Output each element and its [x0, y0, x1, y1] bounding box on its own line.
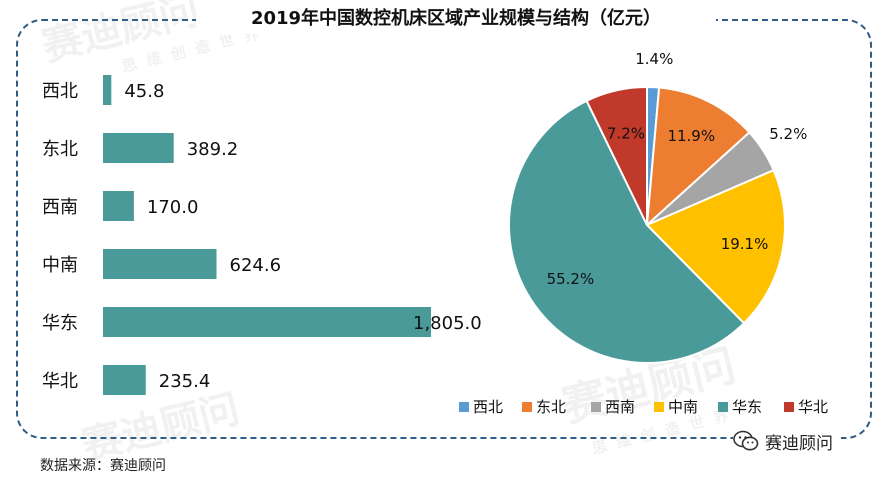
bar-category-label: 西北 — [42, 81, 78, 102]
wechat-watermark: 赛迪顾问 — [733, 427, 841, 455]
pie-percent-label: 1.4% — [635, 50, 673, 68]
data-source: 数据来源：赛迪顾问 — [40, 458, 166, 474]
bar — [103, 133, 174, 163]
bar — [103, 249, 217, 279]
legend-label: 华北 — [798, 398, 828, 416]
bar — [103, 365, 146, 395]
legend-swatch — [522, 402, 532, 412]
bar-category-label: 西南 — [42, 197, 78, 218]
legend-label: 西南 — [605, 398, 635, 416]
pie-slice — [645, 168, 786, 325]
bar — [103, 75, 112, 105]
legend-swatch — [654, 402, 664, 412]
pie-percent-label: 11.9% — [667, 127, 715, 145]
bar-category-label: 华北 — [42, 371, 78, 392]
bar-value-label: 235.4 — [159, 371, 211, 392]
bar-value-label: 45.8 — [124, 81, 164, 102]
pie-percent-label: 5.2% — [769, 125, 807, 143]
legend-label: 中南 — [668, 398, 698, 416]
legend-label: 西北 — [473, 398, 503, 416]
pie-percent-label: 7.2% — [607, 125, 645, 143]
pie-slice — [585, 85, 648, 226]
legend-label: 东北 — [536, 398, 566, 416]
legend-swatch — [459, 402, 469, 412]
legend-swatch — [784, 402, 794, 412]
bar — [103, 307, 431, 337]
chart-title: 2019年中国数控机床区域产业规模与结构（亿元） — [196, 4, 716, 34]
bar-category-label: 东北 — [42, 139, 78, 160]
bar — [103, 191, 134, 221]
pie-percent-label: 19.1% — [721, 235, 769, 253]
wechat-account-name: 赛迪顾问 — [765, 433, 833, 454]
bar-category-label: 中南 — [42, 255, 78, 276]
legend-swatch — [718, 402, 728, 412]
bar-value-label: 1,805.0 — [413, 313, 482, 334]
bar-value-label: 170.0 — [147, 197, 199, 218]
bar-category-label: 华东 — [42, 313, 78, 334]
pie-slice — [645, 86, 751, 228]
legend-label: 华东 — [732, 398, 762, 416]
wechat-icon — [733, 430, 759, 451]
pie-slice — [508, 99, 746, 364]
bar-value-label: 624.6 — [230, 255, 282, 276]
pie-percent-label: 55.2% — [547, 270, 595, 288]
legend-swatch — [591, 402, 601, 412]
bar-value-label: 389.2 — [187, 139, 239, 160]
